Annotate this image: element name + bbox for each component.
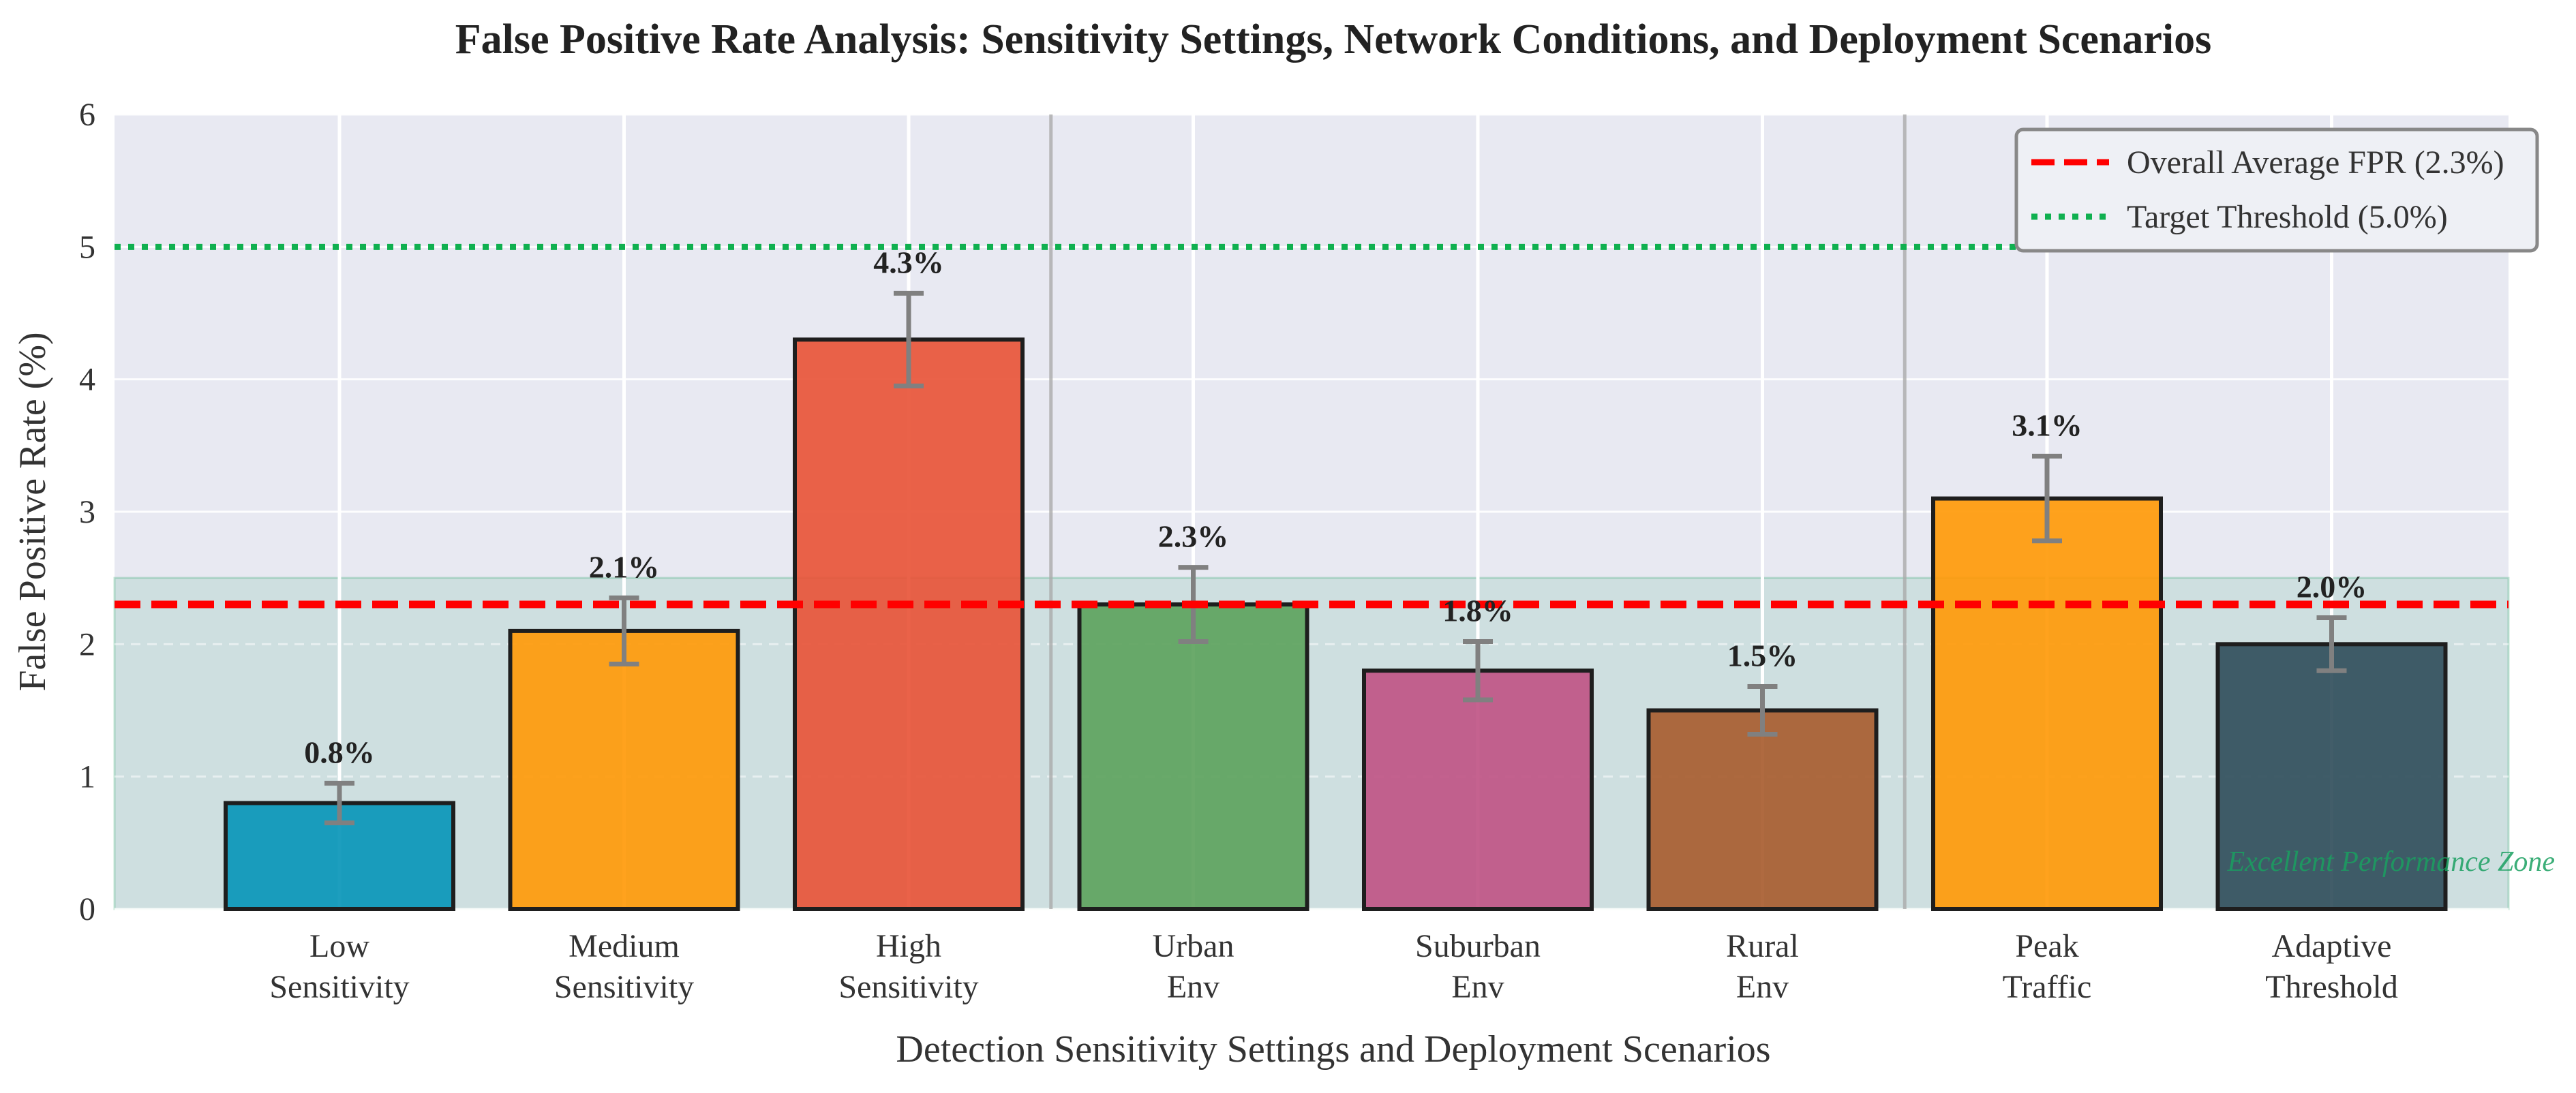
bar bbox=[1362, 668, 1594, 911]
x-tick-line: Sensitivity bbox=[269, 969, 409, 1005]
x-tick-line: Adaptive bbox=[2272, 928, 2392, 964]
x-axis-label: Detection Sensitivity Settings and Deplo… bbox=[896, 1028, 1770, 1071]
y-tick-label: 5 bbox=[79, 229, 95, 265]
x-tick-label: Low Sensitivity bbox=[269, 928, 409, 1005]
y-tick-label: 1 bbox=[79, 759, 95, 795]
y-tick-label: 3 bbox=[79, 494, 95, 530]
error-bars bbox=[324, 290, 2347, 826]
x-tick-line: Low bbox=[309, 928, 369, 964]
x-tick-label: Medium Sensitivity bbox=[554, 928, 694, 1005]
error-bar bbox=[2032, 453, 2062, 544]
legend-box bbox=[2014, 127, 2539, 253]
error-bar bbox=[324, 780, 354, 826]
bar bbox=[1077, 602, 1309, 911]
bar bbox=[793, 337, 1025, 912]
x-tick-line: Traffic bbox=[2003, 969, 2092, 1005]
value-label: 2.1% bbox=[589, 549, 660, 584]
legend-average-label: Overall Average FPR (2.3%) bbox=[2127, 144, 2504, 181]
error-bar bbox=[1747, 684, 1778, 737]
x-tick-line: Env bbox=[1736, 969, 1789, 1005]
x-tick-line: Peak bbox=[2015, 928, 2078, 964]
error-bar bbox=[2316, 615, 2347, 673]
x-tick-line: Rural bbox=[1726, 928, 1799, 964]
x-tick-line: High bbox=[876, 928, 941, 964]
x-tick-line: Env bbox=[1451, 969, 1504, 1005]
value-label: 2.0% bbox=[2297, 569, 2367, 604]
value-label: 4.3% bbox=[873, 245, 944, 279]
x-tick-line: Sensitivity bbox=[554, 969, 694, 1005]
y-tick-label: 6 bbox=[79, 97, 95, 133]
value-label: 0.8% bbox=[304, 735, 375, 769]
x-tick-line: Urban bbox=[1153, 928, 1234, 964]
y-tick-label: 0 bbox=[79, 891, 95, 927]
y-axis-ticks: 0 1 2 3 4 5 6 bbox=[79, 97, 95, 927]
x-tick-label: Adaptive Threshold bbox=[2265, 928, 2398, 1005]
x-tick-line: Threshold bbox=[2265, 969, 2398, 1005]
x-tick-label: Peak Traffic bbox=[2003, 928, 2092, 1005]
error-bar bbox=[1463, 638, 1493, 703]
value-label: 2.3% bbox=[1158, 519, 1229, 554]
y-tick-label: 2 bbox=[79, 626, 95, 662]
value-labels: 0.8% 2.1% 4.3% 2.3% 1.8% 1.5% 3.1% 2.0% bbox=[304, 245, 2367, 769]
value-label: 1.5% bbox=[1727, 638, 1798, 673]
x-tick-line: Suburban bbox=[1415, 928, 1541, 964]
x-axis-ticks: Low Sensitivity Medium Sensitivity High Sensi… bbox=[269, 928, 2397, 1005]
chart-title: False Positive Rate Analysis: Sensitivit… bbox=[455, 16, 2211, 63]
bar bbox=[2215, 642, 2448, 911]
error-bar bbox=[894, 290, 924, 388]
value-label: 1.8% bbox=[1442, 593, 1513, 628]
zone-label: Excellent Performance Zone bbox=[2227, 846, 2556, 878]
x-tick-line: Sensitivity bbox=[838, 969, 978, 1005]
x-tick-line: Medium bbox=[569, 928, 680, 964]
x-tick-label: High Sensitivity bbox=[838, 928, 978, 1005]
x-tick-label: Urban Env bbox=[1153, 928, 1234, 1005]
bar bbox=[1931, 496, 2163, 911]
x-tick-line: Env bbox=[1167, 969, 1219, 1005]
bar bbox=[508, 628, 740, 912]
legend-target-label: Target Threshold (5.0%) bbox=[2127, 199, 2448, 235]
value-label: 3.1% bbox=[2012, 407, 2082, 442]
x-tick-label: Rural Env bbox=[1726, 928, 1799, 1005]
y-tick-label: 4 bbox=[79, 362, 95, 398]
bars bbox=[224, 337, 2448, 912]
x-tick-label: Suburban Env bbox=[1415, 928, 1541, 1005]
y-axis-label: False Positive Rate (%) bbox=[12, 332, 54, 691]
bar bbox=[1646, 708, 1879, 911]
legend: Overall Average FPR (2.3%) Target Thresh… bbox=[2014, 127, 2539, 253]
error-bar bbox=[609, 595, 639, 666]
